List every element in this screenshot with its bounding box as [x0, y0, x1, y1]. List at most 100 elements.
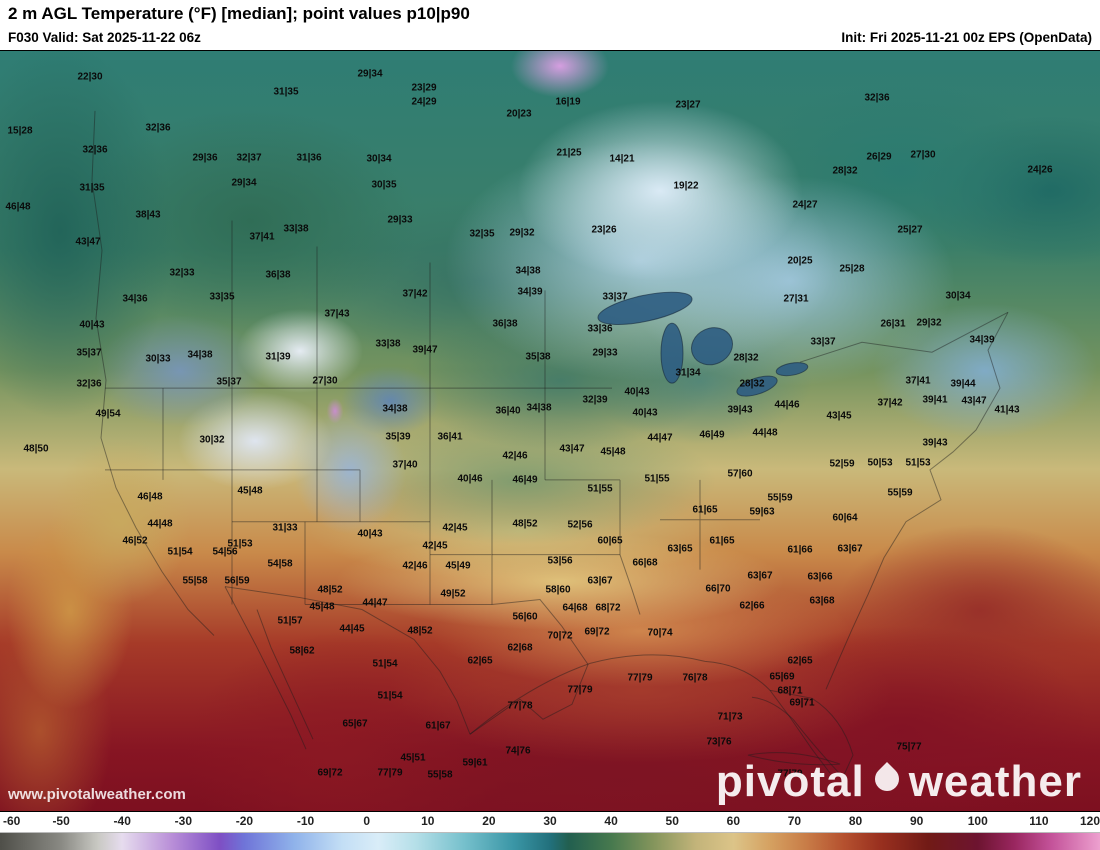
point-value: 29|33 [387, 214, 413, 226]
point-value: 56|59 [224, 575, 250, 587]
point-value: 30|32 [199, 434, 225, 446]
point-value: 44|47 [362, 597, 388, 609]
point-value: 27|30 [910, 149, 936, 161]
point-value: 16|19 [555, 96, 581, 108]
point-value: 48|52 [512, 518, 538, 530]
point-value: 43|47 [961, 395, 987, 407]
point-value: 19|22 [673, 180, 699, 192]
point-value: 32|36 [82, 144, 108, 156]
point-value: 61|65 [709, 535, 735, 547]
point-value: 37|41 [249, 231, 275, 243]
point-value: 73|76 [706, 736, 732, 748]
point-value: 60|64 [832, 512, 858, 524]
watermark-url: www.pivotalweather.com [8, 786, 186, 803]
colorbar-tick: 120 [1079, 814, 1100, 828]
point-value: 39|43 [922, 437, 948, 449]
point-value: 42|46 [502, 450, 528, 462]
point-value: 51|54 [377, 690, 403, 702]
point-value: 23|26 [591, 224, 617, 236]
subheader: F030 Valid: Sat 2025-11-22 06z Init: Fri… [0, 28, 1100, 50]
point-value: 40|43 [632, 407, 658, 419]
point-value: 45|48 [309, 601, 335, 613]
point-value: 36|38 [492, 318, 518, 330]
point-value: 29|32 [509, 227, 535, 239]
point-value: 30|34 [945, 290, 971, 302]
point-value: 51|54 [372, 658, 398, 670]
point-value: 51|53 [227, 538, 253, 550]
point-value: 75|77 [896, 741, 922, 753]
colorbar-tick: 100 [967, 814, 988, 828]
point-value: 65|67 [342, 718, 368, 730]
point-value: 77|79 [627, 672, 653, 684]
point-value: 32|33 [169, 267, 195, 279]
point-value: 37|40 [392, 459, 418, 471]
point-value: 32|39 [582, 394, 608, 406]
point-value: 35|37 [76, 347, 102, 359]
point-value: 39|44 [950, 378, 976, 390]
point-value: 62|68 [507, 642, 533, 654]
colorbar-tick: -40 [113, 814, 131, 828]
point-value: 33|35 [209, 291, 235, 303]
point-value: 22|30 [77, 71, 103, 83]
point-value: 35|38 [525, 351, 551, 363]
point-value: 23|29 [411, 82, 437, 94]
point-value: 36|40 [495, 405, 521, 417]
point-value: 37|42 [402, 288, 428, 300]
point-value: 50|53 [867, 457, 893, 469]
point-value: 46|52 [122, 535, 148, 547]
brand-text-right: weather [908, 757, 1082, 806]
point-value: 56|60 [512, 611, 538, 623]
point-value: 32|36 [145, 122, 171, 134]
colorbar-tick: 40 [604, 814, 618, 828]
point-value: 61|66 [787, 544, 813, 556]
point-value: 24|26 [1027, 164, 1053, 176]
point-value: 38|43 [135, 209, 161, 221]
point-value: 26|29 [866, 151, 892, 163]
point-value: 53|56 [547, 555, 573, 567]
point-value: 77|79 [777, 768, 803, 780]
point-value: 63|67 [837, 543, 863, 555]
point-value: 14|21 [609, 153, 635, 165]
point-value: 69|72 [584, 626, 610, 638]
point-value: 71|73 [717, 711, 743, 723]
point-value: 46|48 [5, 201, 31, 213]
point-value: 28|32 [832, 165, 858, 177]
brand-logo: pivotal weather [716, 757, 1082, 807]
point-value: 55|58 [182, 575, 208, 587]
point-value: 59|63 [749, 506, 775, 518]
point-value: 39|47 [412, 344, 438, 356]
point-value: 29|34 [231, 177, 257, 189]
point-value: 46|49 [512, 474, 538, 486]
colorbar-tick: 30 [543, 814, 557, 828]
point-value: 63|68 [809, 595, 835, 607]
point-value: 23|27 [675, 99, 701, 111]
point-value: 34|38 [515, 265, 541, 277]
point-value: 45|48 [600, 446, 626, 458]
point-value: 43|47 [559, 443, 585, 455]
point-value: 20|25 [787, 255, 813, 267]
colorbar-tick: -20 [235, 814, 254, 828]
point-value: 45|51 [400, 752, 426, 764]
point-value: 68|71 [777, 685, 803, 697]
point-value: 62|65 [787, 655, 813, 667]
point-value: 63|67 [587, 575, 613, 587]
point-value: 30|33 [145, 353, 171, 365]
point-value: 33|37 [602, 291, 628, 303]
point-value: 33|38 [283, 223, 309, 235]
point-value: 27|31 [783, 293, 809, 305]
init-time: Init: Fri 2025-11-21 00z EPS (OpenData) [841, 30, 1092, 45]
point-value: 31|36 [296, 152, 322, 164]
point-value: 63|67 [747, 570, 773, 582]
point-value: 34|39 [969, 334, 995, 346]
point-value: 34|36 [122, 293, 148, 305]
colorbar-tick: -10 [296, 814, 315, 828]
point-value: 63|65 [667, 543, 693, 555]
point-value: 65|69 [769, 671, 795, 683]
brand-text-left: pivotal [715, 757, 865, 806]
point-value: 42|45 [442, 522, 468, 534]
colorbar-tick: 90 [909, 814, 924, 828]
point-value: 51|57 [277, 615, 303, 627]
point-value: 25|28 [839, 263, 865, 275]
point-value: 74|76 [505, 745, 531, 757]
